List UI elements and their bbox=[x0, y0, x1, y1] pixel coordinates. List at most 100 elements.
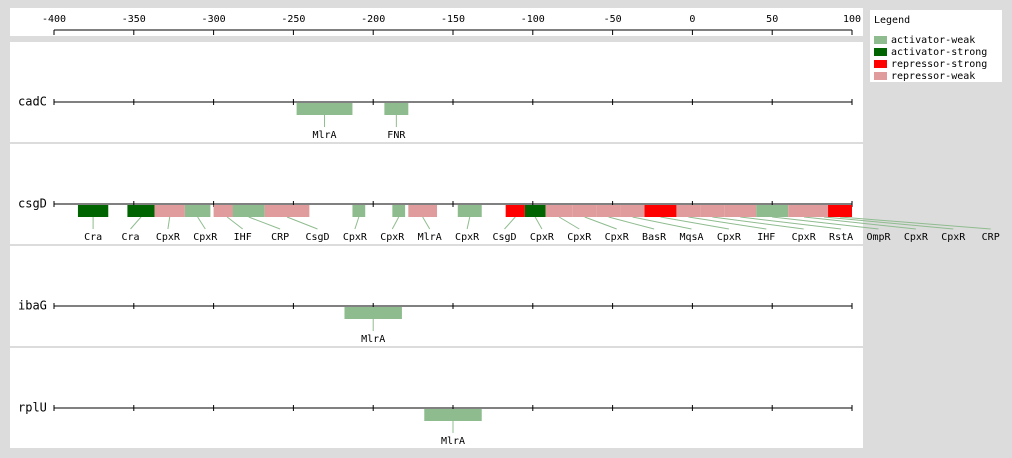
x-tick-label: -350 bbox=[122, 14, 146, 25]
legend-label: repressor-weak bbox=[891, 71, 975, 82]
site-label: CpxR bbox=[904, 232, 929, 243]
site-label: CRP bbox=[271, 232, 289, 243]
binding-site bbox=[644, 205, 677, 217]
site-label: CpxR bbox=[792, 232, 817, 243]
gene-name: csgD bbox=[18, 197, 47, 211]
site-connector bbox=[167, 216, 171, 230]
site-label: CpxR bbox=[941, 232, 966, 243]
binding-site bbox=[545, 205, 573, 217]
binding-site bbox=[524, 205, 546, 217]
legend-title: Legend bbox=[874, 15, 910, 26]
legend-box bbox=[870, 10, 1002, 82]
x-tick-label: -250 bbox=[281, 14, 305, 25]
binding-site bbox=[700, 205, 725, 217]
site-connector bbox=[740, 216, 842, 230]
gene-name: rplU bbox=[18, 401, 47, 415]
site-label: MlrA bbox=[441, 436, 465, 447]
gene-name: ibaG bbox=[18, 299, 47, 313]
legend-label: activator-strong bbox=[891, 47, 987, 58]
site-connector bbox=[354, 216, 360, 230]
x-tick-label: 50 bbox=[766, 14, 778, 25]
binding-site bbox=[154, 205, 185, 217]
legend-label: repressor-strong bbox=[891, 59, 987, 70]
binding-site bbox=[184, 205, 211, 217]
site-label: CRP bbox=[982, 232, 1000, 243]
site-connector bbox=[226, 216, 244, 230]
binding-site bbox=[572, 205, 597, 217]
site-label: CsgD bbox=[305, 232, 329, 243]
site-label: CpxR bbox=[156, 232, 181, 243]
binding-site bbox=[296, 103, 353, 115]
site-label: OmpR bbox=[866, 232, 891, 243]
site-label: IHF bbox=[234, 232, 252, 243]
site-label: CsgD bbox=[492, 232, 516, 243]
site-connector bbox=[422, 216, 431, 230]
x-tick-label: -200 bbox=[361, 14, 385, 25]
binding-site bbox=[724, 205, 757, 217]
site-connector bbox=[824, 216, 954, 230]
x-tick-label: -150 bbox=[441, 14, 465, 25]
legend-swatch bbox=[874, 60, 887, 68]
site-connector bbox=[712, 216, 804, 230]
site-label: Cra bbox=[121, 232, 139, 243]
site-connector bbox=[688, 216, 767, 230]
binding-site bbox=[828, 205, 852, 217]
site-connector bbox=[130, 216, 142, 230]
site-label: MqsA bbox=[679, 232, 703, 243]
site-label: CpxR bbox=[455, 232, 480, 243]
site-connector bbox=[391, 216, 400, 230]
site-connector bbox=[286, 216, 318, 230]
binding-site bbox=[77, 205, 109, 217]
binding-site bbox=[127, 205, 155, 217]
site-label: RstA bbox=[829, 232, 853, 243]
binding-site bbox=[620, 205, 645, 217]
site-connector bbox=[632, 216, 692, 230]
binding-site bbox=[352, 205, 366, 217]
x-tick-label: 100 bbox=[843, 14, 861, 25]
site-label: CpxR bbox=[717, 232, 742, 243]
site-label: CpxR bbox=[530, 232, 555, 243]
site-label: FNR bbox=[387, 130, 406, 141]
legend-swatch bbox=[874, 72, 887, 80]
site-label: CpxR bbox=[605, 232, 630, 243]
site-connector bbox=[558, 216, 580, 230]
site-connector bbox=[584, 216, 617, 230]
binding-site bbox=[392, 205, 406, 217]
binding-site bbox=[424, 409, 482, 421]
binding-site bbox=[384, 103, 409, 115]
site-connector bbox=[248, 216, 281, 230]
binding-site bbox=[344, 307, 402, 319]
site-label: MlrA bbox=[361, 334, 385, 345]
x-tick-label: -100 bbox=[521, 14, 545, 25]
site-connector bbox=[504, 216, 516, 230]
x-tick-label: -400 bbox=[42, 14, 66, 25]
legend-swatch bbox=[874, 48, 887, 56]
gene-panel bbox=[10, 144, 863, 244]
site-label: BasR bbox=[642, 232, 667, 243]
site-label: MlrA bbox=[312, 130, 336, 141]
site-connector bbox=[839, 216, 991, 230]
site-connector bbox=[608, 216, 655, 230]
binding-site bbox=[457, 205, 482, 217]
site-connector bbox=[534, 216, 543, 230]
site-label: MlrA bbox=[418, 232, 442, 243]
x-tick-label: -300 bbox=[202, 14, 226, 25]
binding-site bbox=[408, 205, 438, 217]
site-label: CpxR bbox=[343, 232, 368, 243]
site-connector bbox=[660, 216, 729, 230]
gene-panel bbox=[10, 348, 863, 448]
gene-panel bbox=[10, 42, 863, 142]
site-label: IHF bbox=[757, 232, 775, 243]
site-connector bbox=[197, 216, 206, 230]
x-tick-label: 0 bbox=[689, 14, 695, 25]
legend-label: activator-weak bbox=[891, 35, 975, 46]
axis-panel bbox=[10, 8, 863, 36]
site-label: CpxR bbox=[567, 232, 592, 243]
gene-name: cadC bbox=[18, 95, 47, 109]
site-connector bbox=[772, 216, 879, 230]
site-label: Cra bbox=[84, 232, 102, 243]
legend-swatch bbox=[874, 36, 887, 44]
x-tick-label: -50 bbox=[604, 14, 622, 25]
binding-site bbox=[676, 205, 701, 217]
